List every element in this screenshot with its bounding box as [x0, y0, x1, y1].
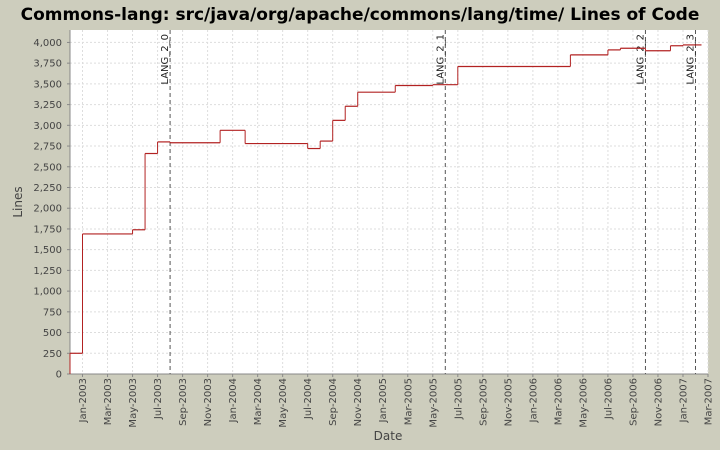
- y-tick-label: 3,750: [33, 59, 62, 70]
- x-tick-label: Nov-2006: [653, 378, 664, 426]
- marker-label: LANG_2_0: [160, 34, 171, 85]
- x-tick-label: Sep-2004: [328, 378, 339, 426]
- x-tick-label: Jan-2007: [678, 378, 689, 423]
- marker-label: LANG_2_3: [685, 34, 696, 85]
- marker-label: LANG_2_2: [635, 34, 646, 85]
- x-tick-label: May-2004: [278, 378, 289, 428]
- y-tick-label: 4,000: [33, 38, 62, 49]
- x-tick-label: Jul-2006: [603, 378, 614, 420]
- x-tick-label: Nov-2004: [353, 378, 364, 426]
- y-tick-label: 1,000: [33, 287, 62, 298]
- x-tick-label: Sep-2006: [628, 378, 639, 426]
- x-axis-label: Date: [374, 429, 403, 443]
- x-tick-label: Jan-2006: [528, 378, 539, 423]
- x-tick-label: Mar-2005: [403, 378, 414, 425]
- x-tick-label: Sep-2005: [478, 378, 489, 426]
- marker-label: LANG_2_1: [435, 34, 446, 85]
- y-tick-label: 0: [56, 370, 62, 381]
- y-tick-label: 500: [43, 328, 62, 339]
- y-tick-label: 1,250: [33, 266, 62, 277]
- y-tick-label: 1,750: [33, 224, 62, 235]
- y-tick-label: 2,000: [33, 204, 62, 215]
- x-tick-label: Mar-2003: [103, 378, 114, 425]
- x-tick-label: Jul-2005: [453, 378, 464, 420]
- x-tick-label: Jan-2005: [378, 378, 389, 423]
- y-tick-label: 2,750: [33, 142, 62, 153]
- y-tick-label: 250: [43, 349, 62, 360]
- y-tick-label: 3,000: [33, 121, 62, 132]
- x-tick-label: May-2003: [128, 378, 139, 428]
- x-tick-label: Nov-2005: [503, 378, 514, 426]
- y-tick-label: 3,500: [33, 79, 62, 90]
- y-axis-label: Lines: [11, 186, 25, 217]
- x-tick-label: Nov-2003: [203, 378, 214, 426]
- x-tick-label: Sep-2003: [178, 378, 189, 426]
- chart-title: Commons-lang: src/java/org/apache/common…: [21, 5, 700, 25]
- x-tick-label: Jul-2003: [153, 378, 164, 420]
- x-tick-label: Mar-2006: [553, 378, 564, 425]
- x-tick-label: Jul-2004: [303, 378, 314, 420]
- y-tick-label: 2,500: [33, 162, 62, 173]
- y-tick-label: 3,250: [33, 100, 62, 111]
- x-tick-label: May-2005: [428, 378, 439, 428]
- y-tick-label: 750: [43, 307, 62, 318]
- y-tick-label: 2,250: [33, 183, 62, 194]
- x-tick-label: Jan-2003: [78, 378, 89, 423]
- x-tick-label: May-2006: [578, 378, 589, 428]
- plot-area: [70, 30, 708, 374]
- x-tick-label: Mar-2007: [704, 378, 715, 425]
- y-tick-label: 1,500: [33, 245, 62, 256]
- x-tick-label: Jan-2004: [228, 378, 239, 423]
- x-tick-label: Mar-2004: [253, 378, 264, 425]
